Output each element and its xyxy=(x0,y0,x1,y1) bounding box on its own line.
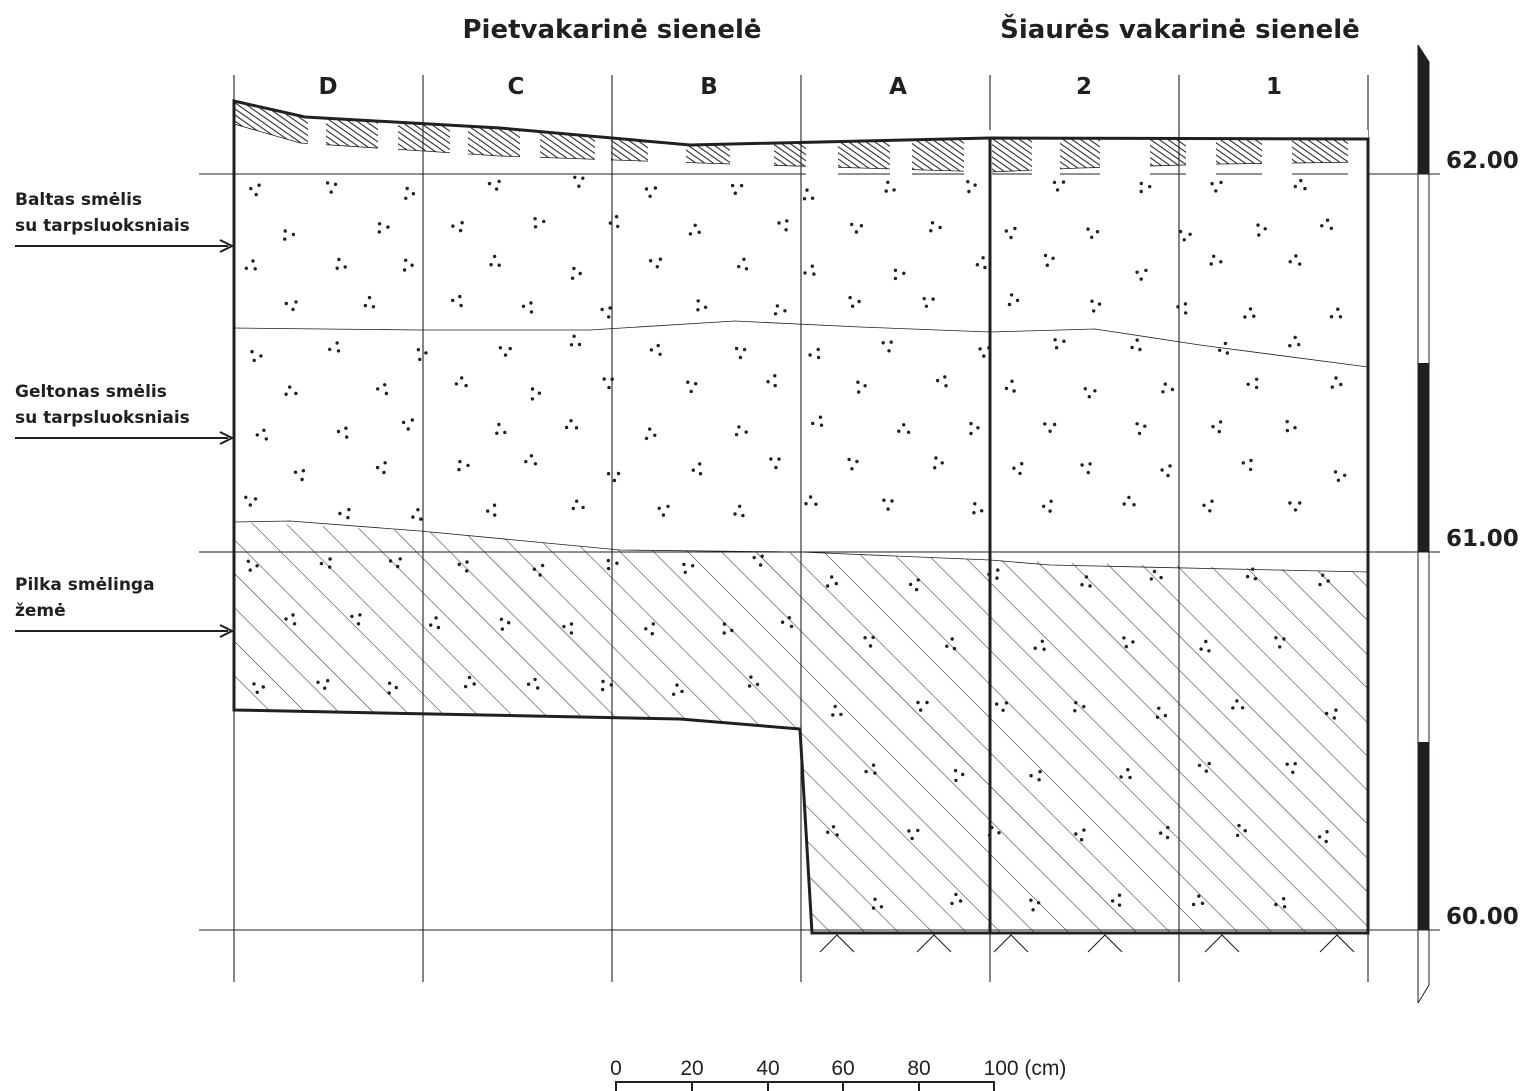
scale-tick-label: 40 xyxy=(756,1057,779,1080)
gray-soil-layer xyxy=(234,522,1368,933)
layer-label-line: su tarpsluoksniais xyxy=(15,216,190,236)
scale-tick-label: 20 xyxy=(680,1057,703,1080)
layer-label-line: Geltonas smėlis xyxy=(15,382,167,402)
elevation-label: 62.00 xyxy=(1446,148,1519,174)
scale-tick-label: 0 xyxy=(610,1057,622,1080)
elevation-label: 61.00 xyxy=(1446,526,1519,552)
title-southwest-wall: Pietvakarinė sienelė xyxy=(463,15,762,45)
column-label: D xyxy=(318,74,337,100)
column-label: C xyxy=(508,74,525,100)
layer-label-gray-soil: Pilka smėlinga žemė xyxy=(15,575,235,638)
column-label: B xyxy=(700,74,718,100)
layer-boundary-yellow-gray xyxy=(233,520,1369,573)
column-labels: D C B A 2 1 xyxy=(318,74,1282,100)
excavation-outline xyxy=(232,99,1370,935)
layer-label-white-sand: Baltas smėlis su tarpsluoksniais xyxy=(15,190,235,253)
scale-bar: 0 20 40 60 80 100 (cm) xyxy=(610,1057,1066,1091)
scale-tick-label: 60 xyxy=(831,1057,854,1080)
sand-dots xyxy=(244,175,1347,912)
layer-label-line: žemė xyxy=(15,601,66,621)
scale-tick-label: 80 xyxy=(907,1057,930,1080)
layer-label-line: Baltas smėlis xyxy=(15,190,142,210)
layer-boundary-white-yellow xyxy=(233,320,1369,368)
title-northwest-wall: Šiaurės vakarinė sienelė xyxy=(1000,13,1360,45)
column-label: A xyxy=(889,74,907,100)
layer-label-yellow-sand: Geltonas smėlis su tarpsluoksniais xyxy=(15,382,235,445)
column-label: 2 xyxy=(1076,74,1092,100)
layer-label-line: su tarpsluoksniais xyxy=(15,408,190,428)
elevation-rod xyxy=(1417,44,1430,1004)
subsoil-markers xyxy=(819,934,1355,953)
elevation-label: 60.00 xyxy=(1446,904,1519,930)
scale-tick-label: 100 (cm) xyxy=(984,1057,1067,1080)
layer-label-line: Pilka smėlinga xyxy=(15,575,155,595)
column-label: 1 xyxy=(1266,74,1282,100)
